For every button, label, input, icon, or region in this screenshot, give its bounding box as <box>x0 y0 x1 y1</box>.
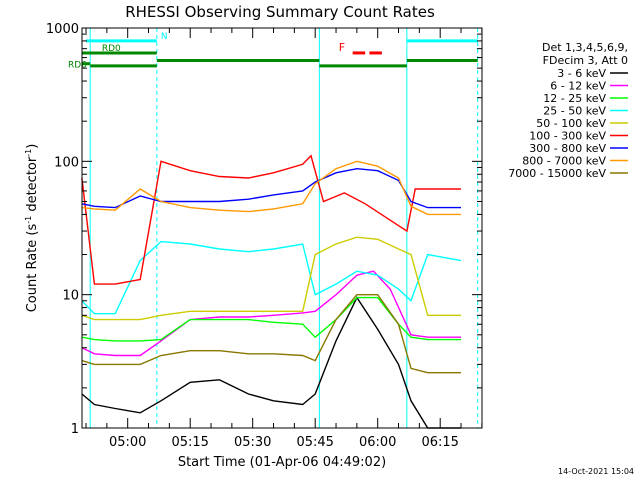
x-axis: 05:00 05:15 05:30 05:45 06:00 06:15 <box>85 28 483 450</box>
y-tick-label-0: 1 <box>71 422 79 437</box>
x-tick-label-3: 05:45 <box>296 435 333 450</box>
series-line-5 <box>81 154 461 285</box>
series-line-8 <box>81 294 461 374</box>
y-tick-label-2: 100 <box>54 155 79 170</box>
y-tick-label-3: 1000 <box>46 22 79 37</box>
y-axis-label: Count Rate (s-1 detector-1) <box>24 144 40 313</box>
x-tick-label-2: 05:30 <box>234 435 271 450</box>
legend-label-6: 300 - 800 keV <box>529 142 606 155</box>
legend-label-0: 3 - 6 keV <box>557 67 606 80</box>
series-line-2 <box>81 296 461 342</box>
legend-header-1: FDecim 3, Att 0 <box>543 54 628 67</box>
x-tick-label-1: 05:15 <box>171 435 208 450</box>
plot-frame <box>81 27 483 429</box>
series-line-6 <box>81 167 461 209</box>
state-label-5: F <box>339 41 345 54</box>
legend-header-0: Det 1,3,4,5,6,9, <box>542 41 628 54</box>
legend: Det 1,3,4,5,6,9,FDecim 3, Att 03 - 6 keV… <box>508 41 628 180</box>
legend-label-5: 100 - 300 keV <box>529 130 606 143</box>
y-axis: 1 10 100 1000 <box>46 22 482 437</box>
x-tick-label-4: 06:00 <box>359 435 396 450</box>
legend-label-2: 12 - 25 keV <box>543 92 606 105</box>
legend-label-8: 7000 - 15000 keV <box>508 167 606 180</box>
legend-label-1: 6 - 12 keV <box>550 80 606 93</box>
legend-label-3: 25 - 50 keV <box>543 105 606 118</box>
x-axis-label: Start Time (01-Apr-06 04:49:02) <box>178 455 386 470</box>
x-tick-label-5: 06:15 <box>421 435 458 450</box>
y-tick-label-1: 10 <box>62 289 79 304</box>
x-tick-label-0: 05:00 <box>109 435 146 450</box>
timestamp: 14-Oct-2021 15:04 <box>558 467 634 476</box>
series-line-1 <box>81 270 461 357</box>
series-lines <box>81 154 462 429</box>
legend-label-7: 800 - 7000 keV <box>522 155 606 168</box>
state-label-2: RD6 <box>68 61 87 71</box>
state-markers <box>89 28 479 428</box>
state-label-0: N <box>161 32 168 42</box>
chart-title: RHESSI Observing Summary Count Rates <box>125 3 435 21</box>
series-line-0 <box>81 296 461 429</box>
series-line-4 <box>81 236 461 321</box>
state-bars: N RD0 RD6 F <box>68 32 478 71</box>
series-line-7 <box>81 160 461 216</box>
legend-label-4: 50 - 100 keV <box>536 117 606 130</box>
state-label-1: RD0 <box>102 44 121 54</box>
series-line-3 <box>81 240 462 315</box>
